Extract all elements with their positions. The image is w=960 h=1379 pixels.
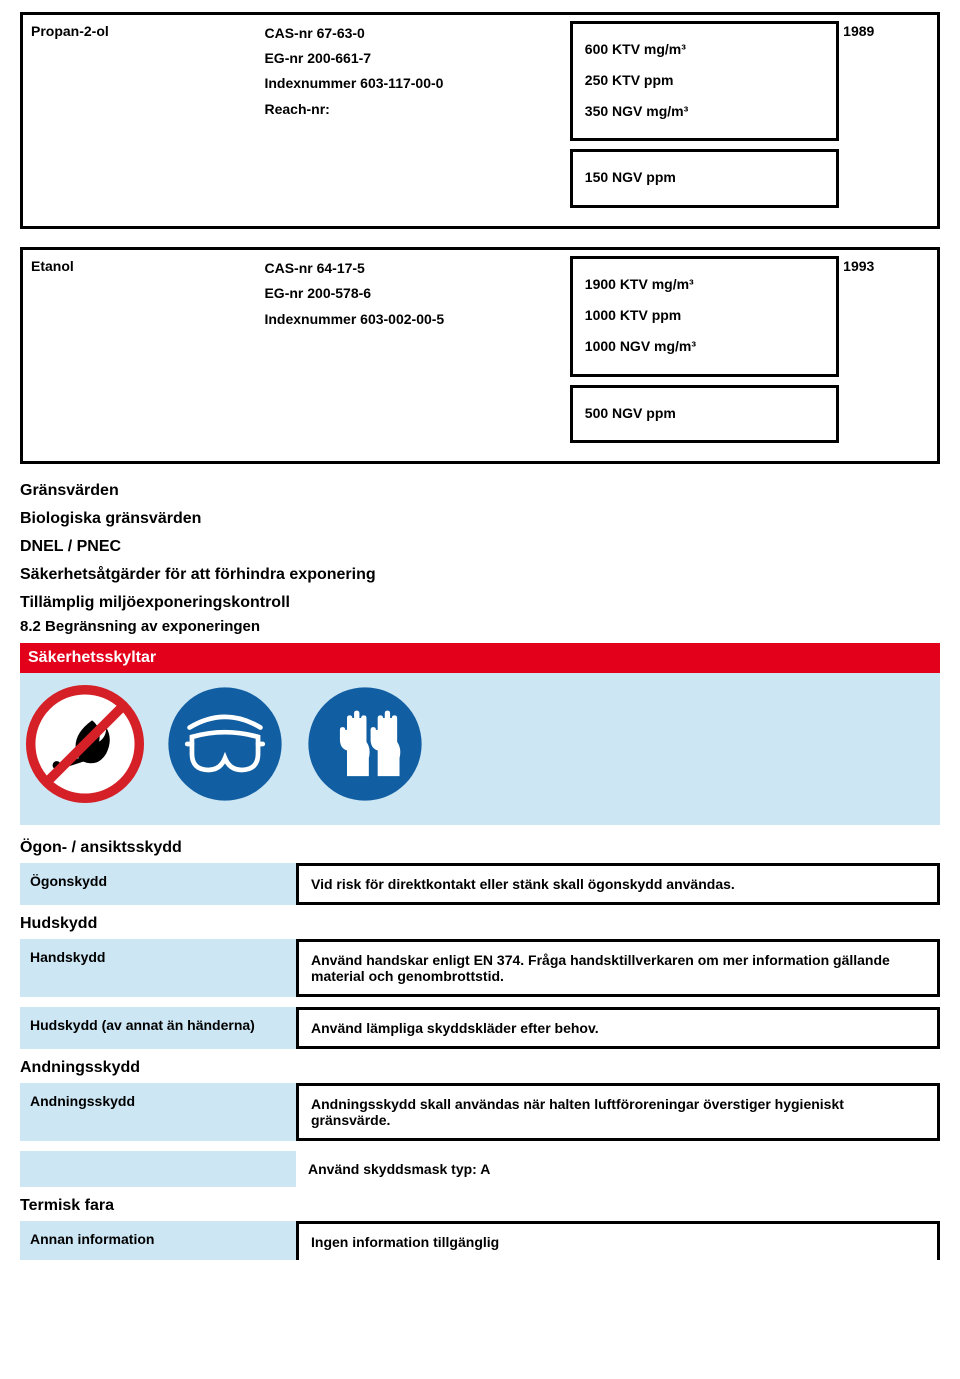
value-line: 250 KTV ppm xyxy=(585,65,824,96)
heading-begransning: 8.2 Begränsning av exponeringen xyxy=(20,618,940,635)
eye-protection-icon xyxy=(160,679,290,809)
id-line: Reach-nr: xyxy=(264,97,569,122)
substance-block: Etanol CAS-nr 64-17-5 EG-nr 200-578-6 In… xyxy=(20,247,940,464)
substance-name: Propan-2-ol xyxy=(31,21,264,149)
value-hudskydd-annat: Använd lämpliga skyddskläder efter behov… xyxy=(296,1007,940,1049)
heading-tillamplig: Tillämplig miljöexponeringskontroll xyxy=(20,594,940,612)
safety-icons-strip xyxy=(20,673,940,825)
id-line: CAS-nr 64-17-5 xyxy=(264,256,569,281)
value-ogonskydd: Vid risk för direktkontakt eller stänk s… xyxy=(296,863,940,905)
heading-biologiska: Biologiska gränsvärden xyxy=(20,510,940,528)
value-line: 600 KTV mg/m³ xyxy=(585,34,824,65)
label-annan-info: Annan information xyxy=(20,1221,296,1260)
label-ogonskydd: Ögonskydd xyxy=(20,863,296,905)
value-line: 150 NGV ppm xyxy=(585,162,824,193)
heading-termisk: Termisk fara xyxy=(20,1197,940,1215)
heading-hudskydd: Hudskydd xyxy=(20,915,940,933)
value-box: 150 NGV ppm xyxy=(570,149,839,208)
label-empty xyxy=(20,1151,296,1187)
value-line: 350 NGV mg/m³ xyxy=(585,96,824,127)
heading-andningsskydd: Andningsskydd xyxy=(20,1059,940,1077)
no-open-flame-icon xyxy=(20,679,150,809)
heading-gransvarden: Gränsvärden xyxy=(20,482,940,500)
value-line: 1900 KTV mg/m³ xyxy=(585,269,824,300)
value-andningsskydd: Andningsskydd skall användas när halten … xyxy=(296,1083,940,1141)
year: 1989 xyxy=(839,21,929,149)
year: 1993 xyxy=(839,256,929,384)
value-skyddsmask: Använd skyddsmask typ: A xyxy=(296,1151,940,1187)
substance-ids: CAS-nr 64-17-5 EG-nr 200-578-6 Indexnumm… xyxy=(264,256,569,384)
id-line: EG-nr 200-578-6 xyxy=(264,281,569,306)
value-line: 1000 KTV ppm xyxy=(585,300,824,331)
value-line: 1000 NGV mg/m³ xyxy=(585,331,824,362)
value-handskydd: Använd handskar enligt EN 374. Fråga han… xyxy=(296,939,940,997)
value-box: 600 KTV mg/m³ 250 KTV ppm 350 NGV mg/m³ xyxy=(570,21,839,141)
substance-ids: CAS-nr 67-63-0 EG-nr 200-661-7 Indexnumm… xyxy=(264,21,569,149)
id-line: Indexnummer 603-002-00-5 xyxy=(264,307,569,332)
heading-sakerhet: Säkerhetsåtgärder för att förhindra expo… xyxy=(20,566,940,584)
id-line: Indexnummer 603-117-00-0 xyxy=(264,71,569,96)
heading-sakerhetsskyltar: Säkerhetsskyltar xyxy=(20,643,940,673)
id-line: CAS-nr 67-63-0 xyxy=(264,21,569,46)
heading-dnel: DNEL / PNEC xyxy=(20,538,940,556)
heading-ogon-ansikt: Ögon- / ansiktsskydd xyxy=(20,839,940,857)
substance-name: Etanol xyxy=(31,256,264,384)
id-line: EG-nr 200-661-7 xyxy=(264,46,569,71)
hand-protection-icon xyxy=(300,679,430,809)
value-box: 1900 KTV mg/m³ 1000 KTV ppm 1000 NGV mg/… xyxy=(570,256,839,376)
substance-block: Propan-2-ol CAS-nr 67-63-0 EG-nr 200-661… xyxy=(20,12,940,229)
label-andningsskydd: Andningsskydd xyxy=(20,1083,296,1141)
value-box: 500 NGV ppm xyxy=(570,385,839,444)
label-hudskydd-annat: Hudskydd (av annat än händerna) xyxy=(20,1007,296,1049)
value-annan-info: Ingen information tillgänglig xyxy=(296,1221,940,1260)
value-line: 500 NGV ppm xyxy=(585,398,824,429)
label-handskydd: Handskydd xyxy=(20,939,296,997)
